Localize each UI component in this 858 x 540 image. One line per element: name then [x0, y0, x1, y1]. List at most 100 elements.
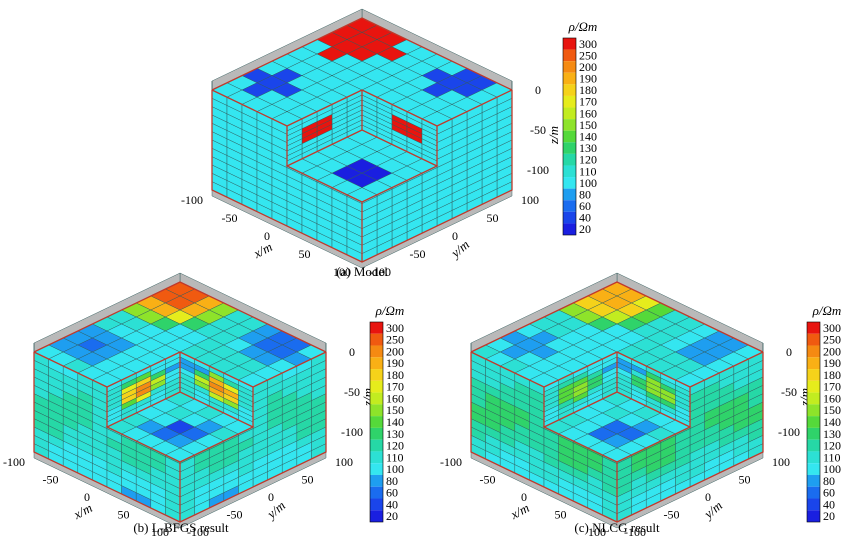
colorbar-swatch: [807, 427, 820, 440]
z-tick-label: -100: [778, 425, 800, 439]
colorbar-swatch: [563, 38, 576, 50]
edge-outline: [470, 281, 764, 353]
colorbar-swatch: [807, 416, 820, 428]
colorbar-swatch: [370, 427, 383, 440]
colorbar-tick-label: 250: [386, 333, 404, 347]
y-axis-label: y/m: [700, 498, 726, 523]
panel-caption: (c) NLCG result: [574, 520, 660, 535]
colorbar-swatch: [563, 84, 576, 96]
colorbar-tick-label: 130: [823, 427, 841, 441]
colorbar-swatch: [563, 142, 576, 154]
colorbar-tick-label: 170: [386, 380, 404, 394]
colorbar-tick-label: 100: [823, 462, 841, 476]
voxel-cube: [470, 272, 764, 529]
y-tick-label: 50: [739, 473, 751, 487]
x-tick-label: -50: [480, 473, 496, 487]
colorbar-tick-label: 130: [579, 141, 597, 155]
colorbar-swatch: [807, 439, 820, 452]
colorbar-tick-label: 140: [579, 130, 597, 144]
colorbar-tick-label: 150: [386, 403, 404, 417]
colorbar-swatch: [370, 392, 383, 405]
colorbar-swatch: [370, 369, 383, 381]
x-tick-label: 100: [333, 265, 351, 279]
colorbar-tick-label: 190: [823, 356, 841, 370]
colorbar-swatch: [563, 153, 576, 166]
z-tick-label: 0: [535, 83, 541, 97]
colorbar-swatch: [807, 404, 820, 417]
colorbar-tick-label: 170: [823, 380, 841, 394]
colorbar-swatch: [563, 165, 576, 178]
x-axis-label: x/m: [70, 500, 95, 523]
z-tick-label: -50: [781, 385, 797, 399]
colorbar-tick-label: 20: [579, 222, 591, 236]
x-tick-label: -50: [43, 473, 59, 487]
colorbar-tick-label: 120: [823, 439, 841, 453]
x-axis-label: x/m: [250, 239, 275, 262]
colorbar: 3002502001901801701601501401301201101008…: [369, 321, 404, 523]
colorbar-swatch: [370, 486, 383, 499]
x-tick-label: 100: [588, 525, 606, 539]
y-tick-label: 100: [335, 455, 353, 469]
x-tick-label: 50: [118, 508, 130, 522]
colorbar-swatch: [563, 200, 576, 212]
colorbar-swatch: [370, 439, 383, 452]
colorbar-swatch: [807, 322, 820, 334]
colorbar-swatch: [370, 498, 383, 511]
edge-outline: [285, 90, 439, 203]
y-tick-label: 50: [487, 211, 499, 225]
y-tick-label: 100: [772, 455, 790, 469]
colorbar-tick-label: 180: [386, 368, 404, 382]
x-tick-label: 100: [151, 525, 169, 539]
colorbar-title: ρ/Ωm: [812, 303, 842, 318]
y-tick-label: -50: [664, 508, 680, 522]
colorbar-swatch: [807, 510, 820, 522]
colorbar-tick-label: 150: [823, 403, 841, 417]
y-tick-label: 0: [452, 229, 458, 243]
edge-outline: [542, 352, 692, 463]
colorbar-tick-label: 40: [823, 497, 835, 511]
colorbar: 3002502001901801701601501401301201101008…: [562, 37, 597, 236]
colorbar-tick-label: 200: [386, 344, 404, 358]
colorbar-swatch: [563, 61, 576, 73]
colorbar-title: ρ/Ωm: [568, 19, 598, 34]
y-tick-label: -50: [410, 247, 426, 261]
colorbar-swatch: [807, 357, 820, 370]
voxel-cube: [33, 272, 327, 529]
colorbar-tick-label: 200: [823, 344, 841, 358]
colorbar-tick-label: 20: [386, 509, 398, 523]
colorbar-tick-label: 250: [823, 333, 841, 347]
colorbar-tick-label: 130: [386, 427, 404, 441]
colorbar-swatch: [807, 380, 820, 393]
colorbar-tick-label: 120: [386, 439, 404, 453]
y-tick-label: -100: [624, 525, 646, 539]
colorbar-swatch: [563, 119, 576, 131]
colorbar-tick-label: 120: [579, 153, 597, 167]
colorbar-tick-label: 180: [823, 368, 841, 382]
y-tick-label: 0: [705, 490, 711, 504]
colorbar-tick-label: 300: [823, 321, 841, 335]
colorbar-swatch: [807, 451, 820, 464]
z-tick-label: -100: [527, 163, 549, 177]
colorbar-tick-label: 200: [579, 60, 597, 74]
colorbar-swatch: [563, 223, 576, 235]
colorbar-swatch: [807, 486, 820, 499]
colorbar-tick-label: 160: [823, 391, 841, 405]
colorbar-tick-label: 60: [579, 199, 591, 213]
y-tick-label: -50: [227, 508, 243, 522]
colorbar-tick-label: 100: [386, 462, 404, 476]
z-tick-label: 0: [786, 345, 792, 359]
colorbar-swatch: [563, 177, 576, 189]
edge-outline: [211, 17, 513, 91]
colorbar-swatch: [807, 333, 820, 346]
colorbar-tick-label: 160: [386, 391, 404, 405]
y-tick-label: 50: [302, 473, 314, 487]
y-axis-label: y/m: [263, 498, 289, 523]
colorbar-swatch: [370, 322, 383, 334]
colorbar-swatch: [370, 380, 383, 393]
colorbar-tick-label: 160: [579, 106, 597, 120]
y-tick-label: 100: [521, 193, 539, 207]
panel-model: -100 -50 0 50 100 -100 -50 0 50 100 0 -5…: [181, 8, 598, 279]
panel-caption: (a) Model: [336, 264, 388, 279]
x-tick-label: -100: [440, 455, 462, 469]
z-tick-label: 0: [349, 345, 355, 359]
